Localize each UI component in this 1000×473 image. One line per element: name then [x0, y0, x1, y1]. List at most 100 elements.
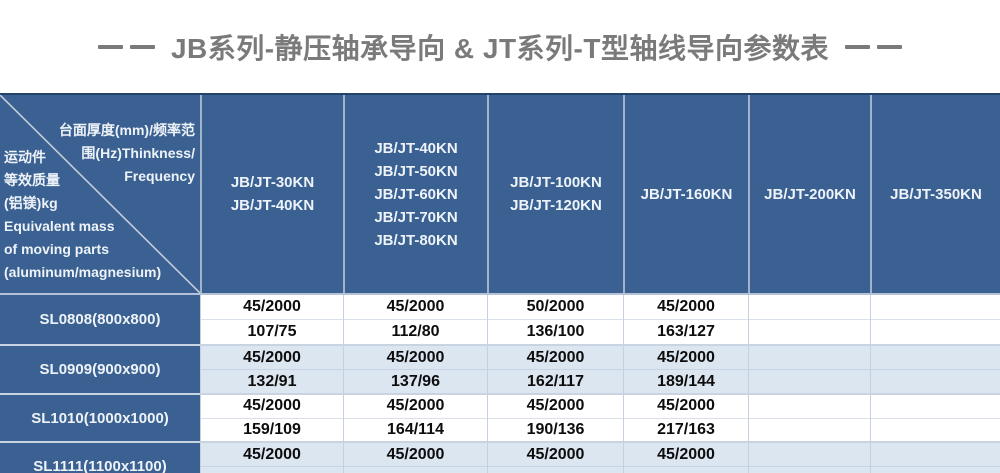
thickness-frequency-value: 45/2000: [488, 346, 623, 370]
cell-group: [748, 295, 870, 344]
mass-value: 137/96: [391, 372, 440, 390]
cell-group: 45/2000: [343, 443, 487, 473]
cell-group: 45/2000 163/127: [623, 295, 748, 344]
cell-group: 45/2000 190/136: [487, 395, 623, 441]
column-header-line: JB/JT-50KN: [374, 162, 458, 180]
cell-group: 45/2000 159/109: [200, 395, 343, 441]
mass-value: [871, 370, 1000, 393]
mass-value: [488, 467, 623, 473]
thickness-frequency-value: 45/2000: [201, 346, 343, 370]
column-header-line: JB/JT-70KN: [374, 208, 458, 226]
thickness-frequency-value: 45/2000: [624, 346, 748, 370]
row-header: SL0808(800x800): [0, 295, 200, 344]
cell-group: 45/2000: [200, 443, 343, 473]
mass-value: [749, 419, 870, 442]
mass-value: 164/114: [387, 420, 444, 438]
mass-value: 163/127: [657, 323, 715, 340]
corner-label-line: 围(Hz)Thinkness/: [81, 145, 195, 161]
cell-group: 45/2000 217/163: [623, 395, 748, 441]
mass-value: 189/144: [657, 372, 715, 390]
cell-group: [870, 395, 1000, 441]
mass-value: 162/117: [527, 372, 584, 390]
thickness-frequency-value: [871, 443, 1000, 467]
column-header-40-80kn: JB/JT-40KN JB/JT-50KN JB/JT-60KN JB/JT-7…: [343, 95, 487, 293]
corner-header-cell: 台面厚度(mm)/频率范 围(Hz)Thinkness/ Frequency 运…: [0, 95, 200, 293]
corner-label-thickness-frequency: 台面厚度(mm)/频率范 围(Hz)Thinkness/ Frequency: [59, 119, 195, 188]
thickness-frequency-value: 50/2000: [488, 295, 623, 320]
cell-group: 45/2000: [623, 443, 748, 473]
column-header-line: JB/JT-40KN: [374, 139, 458, 157]
cell-group: 45/2000 137/96: [343, 346, 487, 393]
cell-group: [870, 346, 1000, 393]
cell-group: [748, 346, 870, 393]
corner-label-line: 运动件: [4, 149, 46, 165]
column-header-100-120kn: JB/JT-100KN JB/JT-120KN: [487, 95, 623, 293]
thickness-frequency-value: 45/2000: [201, 443, 343, 467]
column-header-line: JB/JT-80KN: [374, 231, 458, 249]
thickness-frequency-value: 45/2000: [488, 395, 623, 419]
row-header: SL1111(1100x1100): [0, 443, 200, 473]
table-row-sl1111: SL1111(1100x1100) 45/2000 45/2000 45/200…: [0, 441, 1000, 473]
table-row-sl0808: SL0808(800x800) 45/2000 107/75 45/2000 1…: [0, 295, 1000, 344]
dash-bar: [129, 44, 155, 49]
dash-bar: [97, 44, 123, 49]
thickness-frequency-value: [871, 295, 1000, 320]
parameter-table: 台面厚度(mm)/频率范 围(Hz)Thinkness/ Frequency 运…: [0, 93, 1000, 473]
cell-group: [870, 295, 1000, 344]
cell-group: 45/2000 164/114: [343, 395, 487, 441]
mass-value: [749, 370, 870, 393]
thickness-frequency-value: 45/2000: [624, 443, 748, 467]
table-row-sl1010: SL1010(1000x1000) 45/2000 159/109 45/200…: [0, 393, 1000, 441]
dash-bar: [845, 44, 870, 49]
row-header: SL0909(900x900): [0, 346, 200, 393]
thickness-frequency-value: 45/2000: [344, 395, 487, 419]
column-header-350kn: JB/JT-350KN: [870, 95, 1000, 293]
mass-value: [201, 467, 343, 473]
cell-group: 45/2000 107/75: [200, 295, 343, 344]
cell-group: 50/2000 136/100: [487, 295, 623, 344]
column-header-line: JB/JT-350KN: [890, 185, 982, 203]
thickness-frequency-value: [749, 295, 870, 320]
thickness-frequency-value: [749, 443, 870, 467]
corner-label-line: (aluminum/magnesium): [4, 264, 162, 280]
corner-label-line: (铝镁)kg: [4, 195, 58, 211]
thickness-frequency-value: [871, 395, 1000, 419]
thickness-frequency-value: 45/2000: [624, 395, 748, 419]
corner-label-equivalent-mass: 运动件 等效质量 (铝镁)kg Equivalent mass of movin…: [4, 146, 161, 284]
cell-group: [870, 443, 1000, 473]
mass-value: [871, 419, 1000, 442]
cell-group: 45/2000 189/144: [623, 346, 748, 393]
cell-group: 45/2000 112/80: [343, 295, 487, 344]
thickness-frequency-value: [749, 346, 870, 370]
cell-group: 45/2000 162/117: [487, 346, 623, 393]
mass-value: 132/91: [247, 372, 297, 390]
table-row-sl0909: SL0909(900x900) 45/2000 132/91 45/2000 1…: [0, 344, 1000, 393]
thickness-frequency-value: 45/2000: [344, 295, 487, 320]
thickness-frequency-value: 45/2000: [488, 443, 623, 467]
mass-value: 112/80: [391, 323, 440, 340]
column-header-160kn: JB/JT-160KN: [623, 95, 748, 293]
column-header-line: JB/JT-30KN: [230, 174, 315, 191]
column-header-200kn: JB/JT-200KN: [748, 95, 870, 293]
row-header: SL1010(1000x1000): [0, 395, 200, 441]
table-header-row: 台面厚度(mm)/频率范 围(Hz)Thinkness/ Frequency 运…: [0, 93, 1000, 295]
dash-bar: [877, 44, 902, 49]
page-title: JB系列-静压轴承导向 & JT系列-T型轴线导向参数表: [170, 32, 829, 64]
mass-value: 107/75: [247, 323, 297, 340]
thickness-frequency-value: 45/2000: [344, 443, 487, 467]
column-header-line: JB/JT-60KN: [374, 185, 458, 203]
mass-value: 159/109: [243, 420, 301, 438]
column-header-line: JB/JT-160KN: [640, 185, 733, 203]
title-dash-right: [845, 44, 902, 49]
cell-group: [748, 395, 870, 441]
diagonal-line: [0, 95, 200, 293]
corner-label-line: 台面厚度(mm)/频率范: [58, 122, 195, 138]
mass-value: [624, 467, 748, 473]
column-header-line: JB/JT-120KN: [510, 197, 602, 214]
cell-group: 45/2000 132/91: [200, 346, 343, 393]
corner-label-line: Equivalent mass: [4, 218, 115, 234]
thickness-frequency-value: 45/2000: [344, 346, 487, 370]
cell-group: [748, 443, 870, 473]
thickness-frequency-value: 45/2000: [624, 295, 748, 320]
